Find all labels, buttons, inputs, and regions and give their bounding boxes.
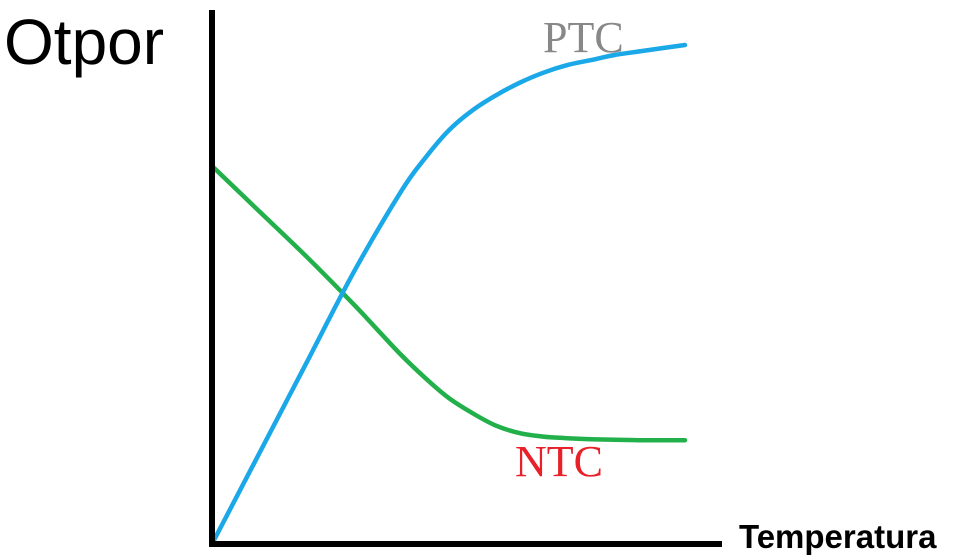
- y-axis-label: Otpor: [4, 6, 164, 78]
- series-line-ntc: [209, 163, 688, 443]
- series-label-ntc: NTC: [515, 437, 603, 486]
- series-layer: [209, 42, 688, 547]
- series-line-ptc: [209, 42, 688, 547]
- x-axis-label: Temperatura: [739, 518, 937, 555]
- series-label-ptc: PTC: [543, 13, 624, 62]
